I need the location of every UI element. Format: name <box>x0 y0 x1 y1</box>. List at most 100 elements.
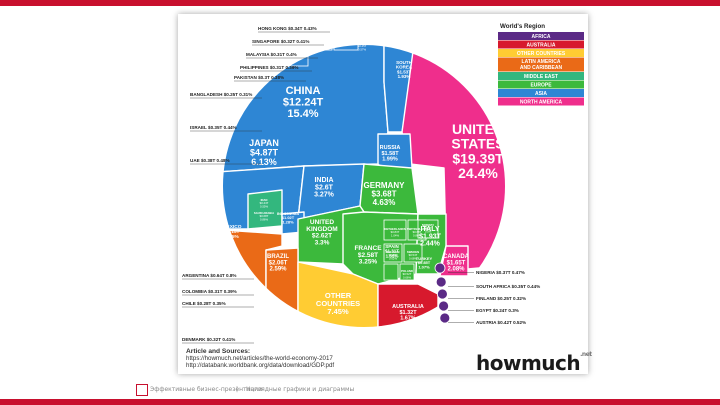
label-japan: JAPAN <box>249 138 279 148</box>
legend-label-middle-east: MIDDLE EAST <box>524 74 558 80</box>
label-france: FRANCE <box>354 245 382 252</box>
europe-subcell <box>383 219 407 241</box>
africa-bubble <box>436 288 448 300</box>
label-netherlands: NETHERLANDS <box>384 227 405 231</box>
legend-swatch-latin-america-and-caribbean <box>498 57 584 72</box>
legend-label-latin-america-and-caribbean: LATIN AMERICA <box>522 59 561 65</box>
value-brazil: $2.06T <box>269 260 288 266</box>
share-saudi-arabia: 0.86% <box>260 217 268 221</box>
brand-name: howmuch <box>476 351 581 375</box>
value-mexico: $1.15T <box>225 229 240 235</box>
legend-label-europe: EUROPE <box>530 82 552 88</box>
value-thailand: $0.45T <box>358 44 367 48</box>
share-brazil: 2.59% <box>269 267 287 273</box>
value-italy: $1.93T <box>419 233 442 240</box>
share-france: 3.25% <box>359 259 378 266</box>
europe-subcell <box>399 263 415 281</box>
share-switzerland: 0.86% <box>413 233 421 237</box>
callout-bangladesh: BANGLADESH $0.25T 0.31% <box>190 92 252 97</box>
value-switzerland: $0.68T <box>413 230 422 234</box>
label-united-kingdom: KINGDOM <box>306 226 337 233</box>
label-saudi-arabia: SAUDI ARABIA <box>254 211 274 215</box>
label-canada: CANADA <box>443 254 470 260</box>
label-other-countries: OTHER <box>325 291 352 300</box>
value-china: $12.24T <box>283 97 324 109</box>
top-frame-bar <box>0 0 720 6</box>
callout-pakistan: PAKISTAN $0.3T 0.38% <box>234 75 284 80</box>
legend-title: World's Region <box>500 23 545 30</box>
slide-footer: Эффективные бизнес-презентации | Наглядн… <box>0 382 720 398</box>
value-norway: $0.4T <box>424 226 431 230</box>
legend-label-other-countries: OTHER COUNTRIES <box>517 51 566 57</box>
europe-subcell <box>417 219 439 239</box>
legend-swatch-middle-east <box>498 72 584 80</box>
value-japan: $4.87T <box>250 147 279 157</box>
share-russia: 1.99% <box>382 157 398 163</box>
value-indonesia: $1.02T <box>282 215 295 220</box>
label-india: INDIA <box>314 177 333 184</box>
value-france: $2.58T <box>358 252 378 259</box>
source-link-2[interactable]: http://databank.worldbank.org/data/downl… <box>186 362 335 369</box>
bottom-frame-bar <box>0 399 720 405</box>
share-indonesia: 1.28% <box>282 219 294 224</box>
share-poland: 0.66% <box>403 275 411 279</box>
callout-argentina: ARGENTINA $0.64T 0.8% <box>182 273 236 278</box>
value-spain: $1.31T <box>385 249 399 254</box>
label-south-korea: KOREA <box>396 65 413 70</box>
share-iran: 0.55% <box>260 204 268 208</box>
label-australia: AUSTRALIA <box>392 304 424 310</box>
share-australia: 1.67% <box>400 316 416 322</box>
legend-label-latin-america-and-caribbean-2: AND CARIBBEAN <box>520 65 563 71</box>
value-netherlands: $0.83T <box>391 230 400 234</box>
label-switzerland: SWITZERLAND <box>407 227 427 231</box>
share-sweden: 0.68% <box>409 256 417 260</box>
share-canada: 2.08% <box>447 267 465 273</box>
value-sweden: $0.54T <box>409 253 418 257</box>
label-italy: ITALY <box>420 226 439 233</box>
legend-label-north-america: NORTH AMERICA <box>520 99 563 105</box>
share-turkey: 1.07% <box>418 264 430 269</box>
callout-austria: AUSTRIA $0.42T 0.52% <box>476 320 526 325</box>
callout-south-africa: SOUTH AFRICA $0.35T 0.44% <box>476 284 540 289</box>
label-united-kingdom: UNITED <box>310 219 335 226</box>
europe-subcell <box>383 263 399 281</box>
label-russia: RUSSIA <box>380 145 401 151</box>
europe-subcell <box>383 243 403 263</box>
share-united-states: 24.4% <box>458 165 498 181</box>
source-link-1[interactable]: https://howmuch.net/articles/the-world-e… <box>186 355 333 362</box>
label-mexico: MEXICO <box>223 224 242 230</box>
callout-philippines: PHILIPPINES $0.31T 0.39% <box>240 65 298 70</box>
label-turkey: TURKEY <box>416 256 433 261</box>
share-norway: 0.5% <box>425 229 432 233</box>
label-china: CHINA <box>286 85 321 97</box>
legend-swatch-australia <box>498 40 584 49</box>
share-india: 3.27% <box>314 192 335 199</box>
latam-subcell <box>233 285 265 307</box>
europe-subcell <box>403 243 423 263</box>
asia-subcell <box>333 44 359 51</box>
label-iran: IRAN <box>261 198 268 202</box>
legend-label-africa: AFRICA <box>532 34 551 40</box>
label-sweden: SWEDEN <box>407 250 419 254</box>
label-south-korea: SOUTH <box>396 60 412 65</box>
share-united-kingdom: 3.3% <box>315 239 330 246</box>
share-thailand: 0.57% <box>358 47 366 51</box>
callout-chile: CHILE $0.28T 0.35% <box>182 301 226 306</box>
value-australia: $1.32T <box>399 310 417 316</box>
callout-finland: FINLAND $0.25T 0.32% <box>476 296 526 301</box>
africa-bubble <box>434 262 446 274</box>
value-poland: $0.52T <box>403 272 412 276</box>
value-russia: $1.58T <box>381 151 399 157</box>
value-united-kingdom: $2.62T <box>312 233 332 240</box>
footer-right-text: Наглядные графики и диаграммы <box>246 386 355 393</box>
infographic-card: UNITED STATES $19.39T 24.4% CHINA $12.24T 15.4… <box>178 14 592 375</box>
label-belgium: BELGIUM <box>387 250 401 254</box>
callout-uae: UAE $0.38T 0.48% <box>190 158 230 163</box>
value-south-korea: $1.53T <box>397 69 411 74</box>
howmuch-logo: howmuch.net <box>476 351 592 375</box>
world-gdp-treemap: UNITEDSTATES$19.39T24.4%CHINA$12.24T15.4… <box>182 23 584 344</box>
callout-israel: ISRAEL $0.35T 0.44% <box>190 125 237 130</box>
label-poland: POLAND <box>401 269 413 273</box>
legend-swatch-asia <box>498 89 584 97</box>
footer-separator: | <box>236 386 239 393</box>
